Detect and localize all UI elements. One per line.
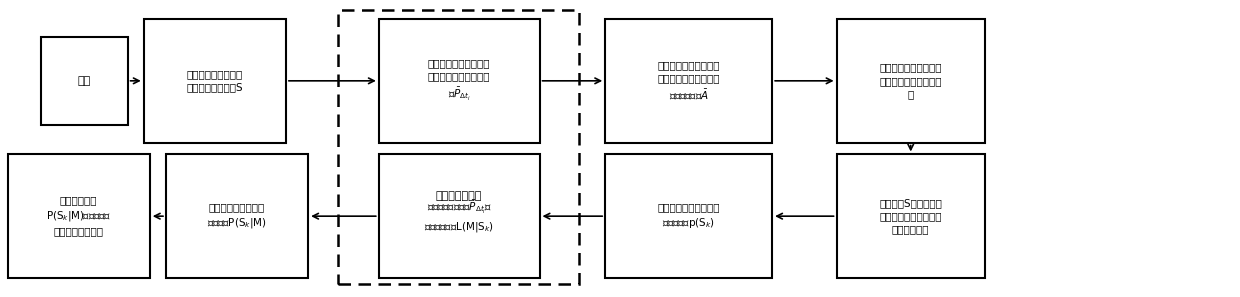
FancyBboxPatch shape <box>378 154 539 278</box>
FancyBboxPatch shape <box>837 154 985 278</box>
Text: 为各污染源位置信息分
配先验概率p(S$_k$): 为各污染源位置信息分 配先验概率p(S$_k$) <box>657 202 720 230</box>
Text: 确定污染源位置的取
值范围，建立集合S: 确定污染源位置的取 值范围，建立集合S <box>186 69 243 92</box>
Text: 通过对转移概率矩阵和
潜在污染源矩阵的运算
得到响应矩阵$\bar{A}$: 通过对转移概率矩阵和 潜在污染源矩阵的运算 得到响应矩阵$\bar{A}$ <box>657 60 720 102</box>
Bar <box>339 10 579 284</box>
FancyBboxPatch shape <box>605 19 773 143</box>
FancyBboxPatch shape <box>41 37 128 125</box>
FancyBboxPatch shape <box>166 154 309 278</box>
FancyBboxPatch shape <box>378 19 539 143</box>
Text: 利用贝叶斯准则计算
后验概率P(S$_k$|M): 利用贝叶斯准则计算 后验概率P(S$_k$|M) <box>207 202 267 230</box>
FancyBboxPatch shape <box>837 19 985 143</box>
FancyBboxPatch shape <box>605 154 773 278</box>
Text: 正则化方法求逆，得到
某个污染源的逐时释放
率: 正则化方法求逆，得到 某个污染源的逐时释放 率 <box>879 63 942 99</box>
Text: 得到后验概率
P(S$_k$|M)最大的污染
源位置及其释放率: 得到后验概率 P(S$_k$|M)最大的污染 源位置及其释放率 <box>46 196 112 237</box>
Text: 开始: 开始 <box>78 76 91 86</box>
Text: 计算非稳态流场下，建
筑内污染物转移概率矩
阵$\bar{P}_{\Delta t_i}$: 计算非稳态流场下，建 筑内污染物转移概率矩 阵$\bar{P}_{\Delta … <box>428 58 490 103</box>
Text: 针对集合S中不同的污
染源位置，求解其对应
的逐时释放率: 针对集合S中不同的污 染源位置，求解其对应 的逐时释放率 <box>879 198 942 234</box>
Text: 马尔科夫链模型: 马尔科夫链模型 <box>436 191 482 200</box>
Text: 利用转移概率矩阵$\bar{P}_{\Delta t_i}$，
计算似然函数L(M|S$_k$): 利用转移概率矩阵$\bar{P}_{\Delta t_i}$， 计算似然函数L(… <box>424 199 494 234</box>
FancyBboxPatch shape <box>144 19 286 143</box>
FancyBboxPatch shape <box>7 154 150 278</box>
